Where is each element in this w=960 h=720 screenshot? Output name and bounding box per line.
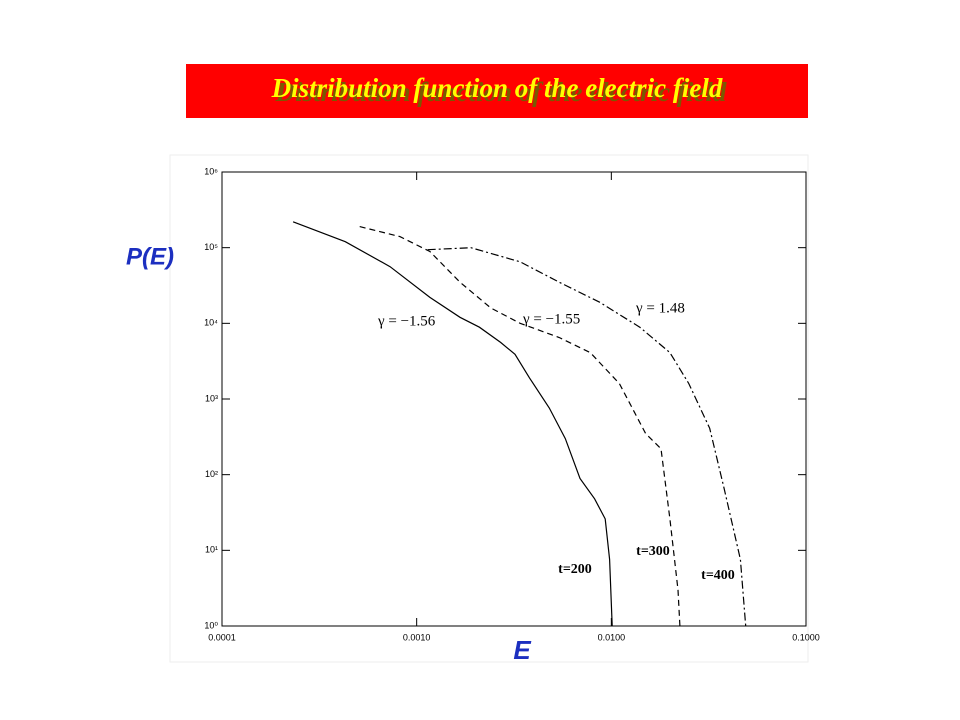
y-axis-label: P(E)	[126, 243, 174, 270]
title: Distribution function of the electric fi…	[271, 73, 723, 103]
plot-panel	[169, 154, 809, 663]
x-tick-label: 0.0010	[403, 632, 431, 642]
y-tick-label: 10⁶	[204, 166, 218, 176]
slope-annotation: γ = 1.48	[635, 300, 685, 316]
y-tick-label: 10⁴	[204, 318, 218, 328]
y-tick-label: 10³	[205, 393, 218, 403]
title-box	[186, 64, 808, 118]
slope-annotation: γ = −1.56	[377, 313, 436, 329]
y-tick-label: 10²	[205, 469, 218, 479]
x-tick-label: 0.0100	[598, 632, 626, 642]
series-label: t=300	[636, 544, 670, 559]
x-tick-label: 0.1000	[792, 632, 820, 642]
series-line	[359, 226, 681, 627]
title-shadow: Distribution function of the electric fi…	[275, 77, 727, 107]
series-line	[292, 221, 613, 627]
x-tick-label: 0.0001	[208, 632, 236, 642]
y-tick-label: 10¹	[205, 545, 218, 555]
y-tick-label: 10⁵	[204, 242, 218, 252]
slope-annotation: γ = −1.55	[522, 311, 580, 327]
x-axis-label: E	[513, 635, 531, 665]
series-label: t=400	[701, 568, 735, 583]
series-label: t=200	[558, 562, 592, 577]
series-line	[427, 247, 747, 627]
y-tick-label: 10⁰	[204, 620, 218, 630]
